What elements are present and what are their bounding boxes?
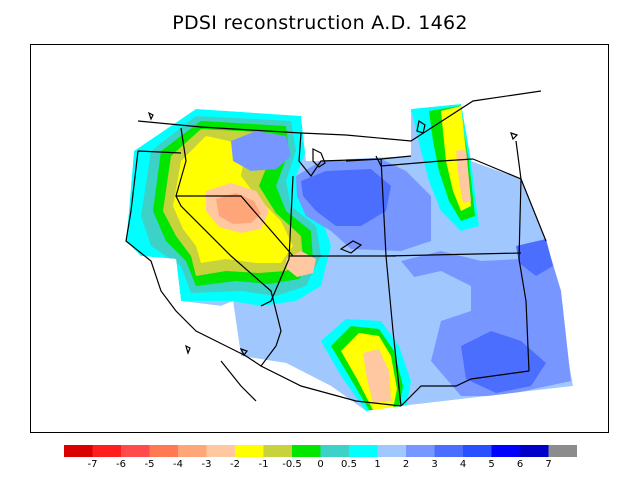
border-nevada-utah [260, 175, 294, 307]
colorbar-swatch [263, 445, 293, 457]
border-wyoming-south [375, 155, 474, 167]
colorbar-swatch [548, 445, 577, 457]
pdsi-blue-idaho [231, 131, 291, 171]
border-four-corners-ns [385, 255, 402, 407]
colorbar-swatch [520, 445, 549, 457]
colorbar-swatch [292, 445, 321, 457]
colorbar-swatch [121, 445, 150, 457]
border-oregon-nevada [137, 150, 182, 154]
colorbar-swatch [178, 445, 207, 457]
colorbar-tick-label: 3 [431, 459, 438, 470]
pdsi-salmon-west [216, 193, 261, 224]
colorbar-swatch [406, 445, 435, 457]
colorbar-tick-label: -7 [87, 459, 98, 470]
colorbar-tick-label: 4 [459, 459, 467, 470]
colorbar-tick-label: -1 [258, 459, 269, 470]
colorbar-tick-label: 6 [516, 459, 524, 470]
pdsi-peach-northeast [456, 149, 471, 203]
colorbar-tick-label: 1 [374, 459, 381, 470]
colorbar-tick-label: -3 [201, 459, 212, 470]
colorbar-swatch [206, 445, 236, 457]
colorbar-swatch [349, 445, 378, 457]
pdsi-darkblue-utah [301, 169, 391, 226]
border-nebraska [472, 158, 547, 242]
colorbar-tick-label: -5 [144, 459, 155, 470]
border-california-nevada [175, 195, 282, 347]
colorbar-tick-label: 0 [317, 459, 324, 470]
mask-dakota-cutout [471, 99, 541, 179]
map-title: PDSI reconstruction A.D. 1462 [172, 12, 468, 34]
border-arizona-mexico [260, 345, 402, 407]
colorbar [64, 445, 577, 457]
border-baja-coast [220, 360, 257, 402]
pdsi-peach-tahoe [286, 251, 316, 277]
border-california-coast [125, 150, 262, 367]
colorbar-swatch [149, 445, 179, 457]
island-1 [147, 111, 154, 121]
border-canada [137, 90, 542, 142]
colorbar-swatch [377, 445, 407, 457]
colorbar-tick-label: -2 [230, 459, 240, 470]
colorbar-tick-label: 0.5 [341, 459, 357, 470]
colorbar-swatch [491, 445, 521, 457]
island-4 [239, 347, 248, 357]
border-colorado-east [515, 140, 530, 372]
mask-northwest-cutout [301, 113, 346, 161]
great-salt-lake [312, 148, 326, 168]
colorbar-tick-label: -0.5 [282, 459, 302, 470]
lake-powell [339, 240, 363, 254]
colorbar-tick-label: 7 [545, 459, 552, 470]
colorbar-swatch [463, 445, 492, 457]
colorbar-tick-label: -6 [116, 459, 126, 470]
colorbar-swatch [320, 445, 350, 457]
pdsi-darkblue-east [516, 239, 553, 276]
mask-california-coast [136, 256, 241, 356]
colorbar-tick-label: 5 [488, 459, 495, 470]
map-frame [30, 44, 609, 433]
island-2 [510, 132, 519, 141]
colorbar-tick-label: -4 [173, 459, 183, 470]
ocean-mask-pacific [31, 45, 608, 432]
island-3 [185, 344, 191, 355]
water-features [147, 111, 519, 357]
border-four-corners-ew [289, 252, 522, 257]
mask-baja [271, 363, 366, 411]
colorbar-swatch [92, 445, 122, 457]
colorbar-labels: -7 -6 -5 -4 -3 -2 -1 -0.5 0 0.5 1 2 3 4 5 6 7 [0, 459, 640, 475]
state-boundaries [125, 90, 547, 407]
pdsi-peach-south [363, 349, 391, 403]
colorbar-swatch [235, 445, 264, 457]
yellowstone-lake [416, 120, 426, 134]
colorbar-swatch [64, 445, 93, 457]
pdsi-lightblue-center [396, 271, 471, 321]
pdsi-map [31, 45, 608, 432]
border-idaho-montana [298, 132, 412, 178]
colorbar-tick-label: 2 [402, 459, 410, 470]
border-newmexico-south [400, 370, 530, 407]
colorbar-swatch [434, 445, 464, 457]
